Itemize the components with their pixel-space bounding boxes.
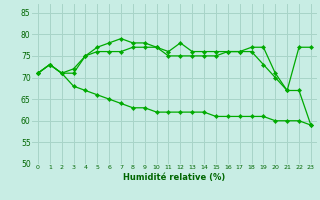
X-axis label: Humidité relative (%): Humidité relative (%) — [123, 173, 226, 182]
